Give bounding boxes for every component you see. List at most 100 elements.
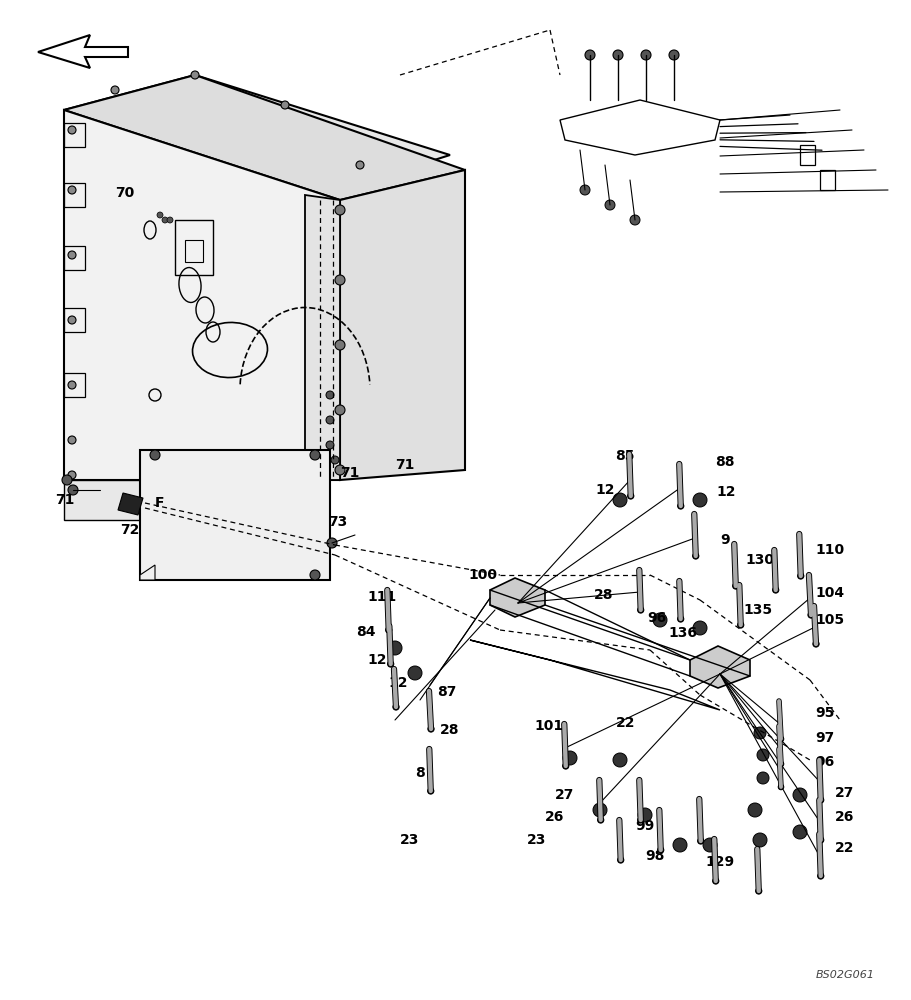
Text: 98: 98 [644, 849, 663, 863]
Circle shape [691, 553, 698, 559]
Circle shape [732, 583, 738, 589]
Circle shape [777, 736, 783, 742]
Text: 88: 88 [714, 455, 733, 469]
Circle shape [793, 825, 806, 839]
Text: 136: 136 [667, 626, 696, 640]
Text: 84: 84 [355, 625, 375, 639]
Circle shape [310, 570, 320, 580]
Circle shape [777, 784, 783, 790]
Circle shape [637, 817, 643, 823]
Circle shape [754, 888, 761, 894]
Circle shape [149, 450, 159, 460]
Circle shape [752, 833, 766, 847]
Circle shape [692, 493, 706, 507]
Text: 22: 22 [834, 841, 854, 855]
Text: 101: 101 [534, 719, 562, 733]
Circle shape [692, 621, 706, 635]
Circle shape [157, 212, 163, 218]
Circle shape [612, 753, 627, 767]
Circle shape [331, 456, 339, 464]
Polygon shape [140, 450, 330, 580]
Text: 12: 12 [715, 485, 734, 499]
Polygon shape [64, 75, 449, 190]
Text: 105: 105 [814, 613, 844, 627]
Circle shape [604, 200, 614, 210]
Polygon shape [140, 565, 155, 580]
Text: 100: 100 [467, 568, 496, 582]
Circle shape [334, 405, 344, 415]
Text: 96: 96 [814, 755, 834, 769]
Circle shape [617, 857, 623, 863]
Circle shape [756, 749, 768, 761]
Circle shape [579, 185, 589, 195]
Circle shape [772, 587, 778, 593]
Text: 28: 28 [439, 723, 459, 737]
Circle shape [812, 641, 818, 647]
Text: 135: 135 [742, 603, 772, 617]
Polygon shape [489, 578, 545, 617]
Circle shape [387, 661, 394, 667]
Circle shape [334, 275, 344, 285]
Circle shape [592, 803, 607, 817]
Text: 26: 26 [545, 810, 564, 824]
Text: 85: 85 [614, 449, 634, 463]
Circle shape [387, 641, 402, 655]
Circle shape [190, 71, 199, 79]
Circle shape [310, 450, 320, 460]
Text: 111: 111 [366, 590, 395, 604]
Text: 28: 28 [593, 588, 613, 602]
Text: 97: 97 [814, 731, 834, 745]
Circle shape [111, 86, 118, 94]
Circle shape [627, 493, 633, 499]
Circle shape [562, 763, 568, 769]
Circle shape [756, 772, 768, 784]
Circle shape [407, 666, 422, 680]
Text: 73: 73 [328, 515, 347, 529]
Text: 110: 110 [814, 543, 844, 557]
Circle shape [167, 217, 173, 223]
Circle shape [677, 503, 683, 509]
Circle shape [334, 205, 344, 215]
Circle shape [562, 751, 577, 765]
Circle shape [672, 838, 686, 852]
Circle shape [612, 493, 627, 507]
Text: 22: 22 [615, 716, 635, 730]
Text: 72: 72 [120, 523, 139, 537]
Circle shape [640, 50, 650, 60]
Bar [175, 220, 213, 275]
Circle shape [816, 873, 823, 879]
Text: BS02G061: BS02G061 [815, 970, 874, 980]
Text: F: F [155, 496, 164, 510]
Text: 104: 104 [814, 586, 844, 600]
Text: 71: 71 [340, 466, 359, 480]
Circle shape [652, 613, 666, 627]
Circle shape [807, 612, 814, 618]
Circle shape [325, 441, 333, 449]
Text: 70: 70 [115, 186, 134, 200]
Circle shape [584, 50, 594, 60]
Text: 129: 129 [704, 855, 733, 869]
Bar [819, 170, 834, 190]
Circle shape [385, 627, 392, 633]
Circle shape [68, 251, 76, 259]
Circle shape [657, 847, 663, 853]
Circle shape [327, 538, 337, 548]
Circle shape [637, 607, 643, 613]
Circle shape [355, 161, 363, 169]
Circle shape [638, 808, 651, 822]
Polygon shape [340, 170, 465, 480]
Circle shape [393, 704, 399, 710]
Circle shape [777, 761, 783, 767]
Circle shape [334, 340, 344, 350]
Text: 12: 12 [387, 676, 407, 690]
Circle shape [630, 215, 640, 225]
Polygon shape [690, 646, 749, 688]
Circle shape [68, 471, 76, 479]
Circle shape [702, 838, 716, 852]
Circle shape [737, 622, 743, 628]
Polygon shape [64, 110, 340, 480]
Circle shape [68, 316, 76, 324]
Circle shape [753, 727, 765, 739]
Circle shape [68, 186, 76, 194]
Circle shape [68, 381, 76, 389]
